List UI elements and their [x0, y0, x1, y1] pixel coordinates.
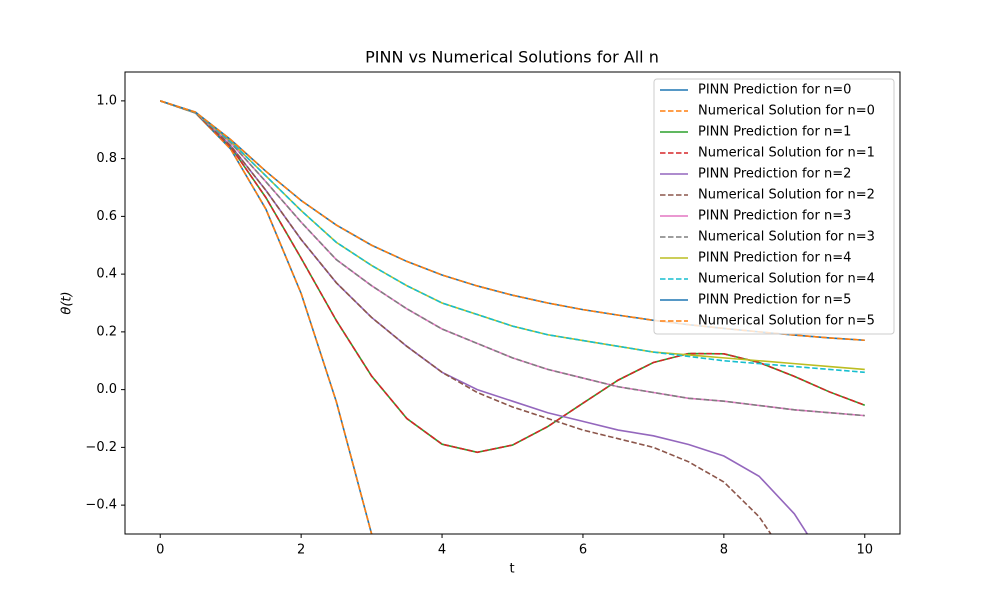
series-line [159, 100, 865, 417]
legend-label: PINN Prediction for n=0 [698, 83, 851, 98]
legend-label: Numerical Solution for n=4 [698, 272, 875, 287]
x-tick-label: 4 [438, 543, 446, 558]
y-tick-label: 0.8 [96, 151, 117, 166]
legend-label: PINN Prediction for n=3 [698, 209, 851, 224]
legend-label: Numerical Solution for n=2 [698, 188, 875, 203]
x-axis-label: t [509, 562, 514, 577]
legend-box [653, 78, 895, 335]
legend-label: Numerical Solution for n=0 [698, 104, 875, 119]
x-tick-label: 8 [720, 543, 728, 558]
x-tick-label: 10 [856, 543, 873, 558]
legend-label: Numerical Solution for n=3 [698, 230, 875, 245]
y-tick-label: 0.0 [96, 382, 117, 397]
y-axis-label: θ(t) [60, 291, 75, 314]
x-tick-label: 0 [156, 543, 164, 558]
legend-label: PINN Prediction for n=2 [698, 167, 851, 182]
axes-frame [124, 71, 901, 535]
y-tick-label: 1.0 [96, 93, 117, 108]
y-tick-label: 0.4 [96, 267, 117, 282]
legend-label: PINN Prediction for n=4 [698, 251, 851, 266]
y-tick-label: −0.4 [85, 498, 117, 513]
y-tick-label: −0.2 [85, 440, 117, 455]
x-tick-label: 2 [297, 543, 305, 558]
series-line [159, 100, 373, 534]
legend-label: PINN Prediction for n=1 [698, 125, 851, 140]
series-line [159, 100, 772, 534]
legend-label: Numerical Solution for n=5 [698, 314, 875, 329]
x-tick-label: 6 [579, 543, 587, 558]
y-tick-label: 0.6 [96, 209, 117, 224]
chart-title: PINN vs Numerical Solutions for All n [365, 48, 659, 67]
legend-label: Numerical Solution for n=1 [698, 146, 875, 161]
legend-label: PINN Prediction for n=5 [698, 293, 851, 308]
y-tick-label: 0.2 [96, 324, 117, 339]
series-line [159, 100, 865, 374]
series-line [159, 100, 865, 342]
